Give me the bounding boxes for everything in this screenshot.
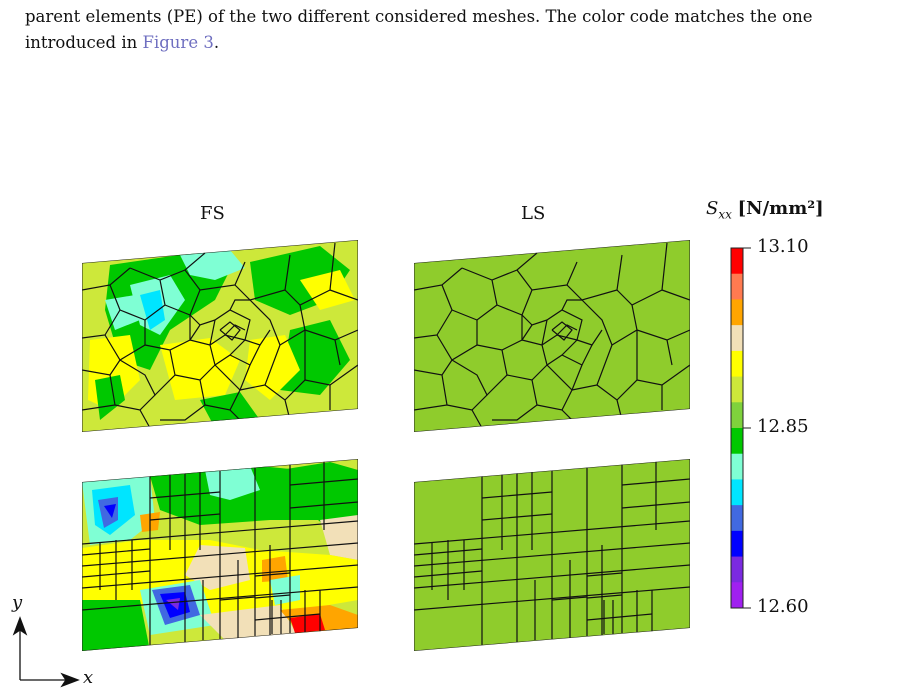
panel-fs-quadtree (82, 459, 358, 651)
panel-ls-quadtree (414, 459, 690, 651)
colorbar-segment (731, 530, 743, 558)
colorbar-tick-mid-label: 12.85 (757, 416, 809, 437)
figure-link[interactable]: Figure 3 (142, 33, 214, 52)
colorbar (730, 247, 751, 609)
fs-title: FS (200, 203, 225, 224)
colorbar-segment (731, 376, 743, 403)
y-axis-arrow (12, 616, 28, 636)
panel-ls-voronoi (414, 240, 690, 432)
colorbar-segment (731, 453, 743, 480)
colorbar-tick-max: 13.10 (757, 236, 809, 257)
panel-fs-voronoi (82, 240, 358, 432)
colorbar-segment (731, 505, 743, 532)
colorbar-segment (731, 479, 743, 506)
colorbar-tick-min: 12.60 (757, 596, 809, 617)
colorbar-segment (731, 299, 743, 326)
ls-title: LS (521, 203, 546, 224)
caption-line-1: parent elements (PE) of the two differen… (25, 7, 813, 26)
colorbar-title: Sxx [N/mm²] (706, 198, 824, 222)
x-axis-label: x (83, 667, 94, 688)
colorbar-segment (731, 556, 743, 583)
colorbar-segment (731, 273, 743, 300)
colorbar-segment (731, 402, 743, 429)
colorbar-segment (731, 248, 743, 275)
axis-triad (12, 616, 80, 688)
x-axis-arrow (60, 672, 80, 688)
colorbar-segment (731, 325, 743, 352)
y-axis-label: y (12, 592, 23, 613)
colorbar-unit: [N/mm²] (737, 198, 824, 219)
colorbar-subscript: xx (718, 207, 732, 222)
colorbar-segment (731, 350, 743, 378)
caption-line-2: introduced in Figure 3. (25, 33, 220, 52)
colorbar-symbol: S (706, 198, 719, 219)
colorbar-segment (731, 582, 743, 609)
figure-caption: parent elements (PE) of the two differen… (25, 4, 905, 56)
colorbar-segment (731, 428, 743, 455)
